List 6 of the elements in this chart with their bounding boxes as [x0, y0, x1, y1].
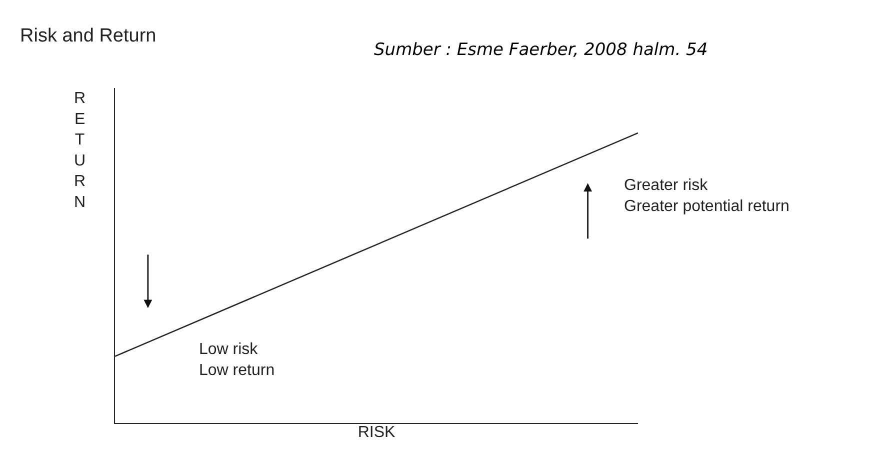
- text: Sumber : Esme Faerber, 2008 halm. 54: [374, 40, 708, 60]
- x-axis-title: RISK: [358, 424, 396, 441]
- y-axis-title: RETURN: [74, 90, 86, 211]
- annotation: Greater risk Greater potential return: [624, 177, 790, 215]
- annotation: Low risk Low return: [199, 341, 275, 379]
- chart-title: Risk and Return: [20, 26, 156, 47]
